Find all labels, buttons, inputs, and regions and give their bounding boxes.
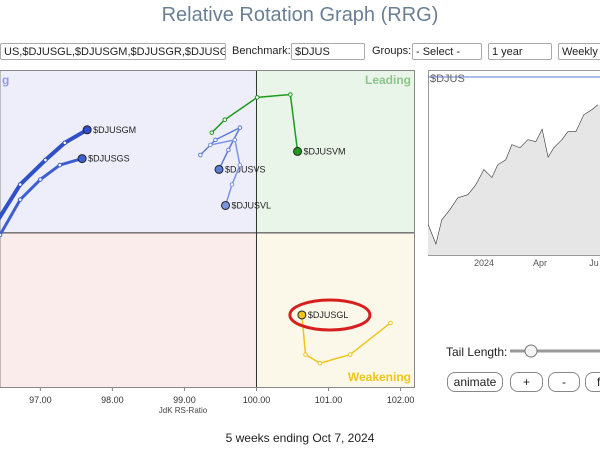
series-label: $DJUSGL [308,310,349,320]
tail-point [209,130,215,135]
mini-chart: $DJUS 2024 Apr Ju [428,70,600,268]
x-tick-label: 99.00 [173,395,196,405]
x-axis-label: JdK RS-Ratio [159,406,208,415]
tail-point [232,137,238,143]
tail-point [347,352,353,357]
x-tick-label: 101.00 [315,395,343,405]
frequency-select[interactable]: Weekly [558,43,600,60]
tail-point [226,147,231,153]
tail-point [229,182,235,187]
mini-x-label: 2024 [474,258,494,268]
quadrant-label: Weakening [348,370,411,384]
symbols-input[interactable]: US,$DJUSGL,$DJUSGM,$DJUSGR,$DJUSGS [0,43,226,60]
series-label: $DJUSVS [225,164,266,174]
groups-select[interactable]: - Select - [412,43,482,60]
footer: 5 weeks ending Oct 7, 2024 [225,431,375,445]
series-label: $DJUSGS [88,154,130,164]
series-label: $DJUSVL [232,200,272,210]
tail-point [43,157,48,163]
tail-head [77,154,87,164]
quadrant-lagging [0,70,257,233]
animate-button[interactable]: animate [447,372,503,392]
tail-point [0,232,3,238]
tail-point [197,152,203,158]
mini-x-label: Ju [589,258,599,268]
tail-point [57,162,63,168]
benchmark-input[interactable]: $DJUS [291,43,365,60]
plot-frame [0,70,415,388]
tail-point [237,162,243,168]
tail-head [214,164,224,174]
series-label: $DJUSGM [93,125,136,135]
mini-x-label: Apr [533,258,547,268]
tail-head [293,146,303,156]
highlight-circle [288,298,372,332]
x-tick-label: 102.00 [387,395,415,405]
x-tick-label: 97.00 [29,395,52,405]
tail-point [17,182,23,187]
tail-point [288,92,293,97]
quadrant-label: g [2,73,9,87]
tail-point [222,117,228,123]
benchmark-label: Benchmark: [232,45,291,57]
tail-point [38,177,43,182]
groups-label: Groups: [372,45,412,57]
x-tick-label: 98.00 [101,395,124,405]
tail-label: Tail Length: [446,345,508,359]
tail-slider[interactable] [510,344,600,358]
tail-point [237,125,243,130]
tail-point [17,197,23,202]
tail-point [303,352,308,357]
page-title: Relative Rotation Graph (RRG) [161,4,439,26]
x-tick-label: 100.00 [243,395,271,405]
tail-point [213,137,218,143]
series-label: $DJUSVM [304,146,346,156]
tail-point [317,360,323,366]
rrg-chart: g Leading Weakening 97.00 98.00 99.00 100.00 10… [0,70,415,415]
tail-head [221,200,231,210]
tail-point [62,140,68,146]
period-select[interactable]: 1 year [488,43,552,60]
more-button[interactable]: fi [585,372,600,392]
tail-point [208,142,213,148]
mini-label: $DJUS [430,73,465,85]
plus-button[interactable]: + [510,372,543,392]
minus-button[interactable]: - [548,372,580,392]
tail-point [388,320,393,326]
mini-price-area [428,105,600,255]
tail-head [297,310,307,320]
quadrant-weakening [256,232,415,387]
quadrant-improving [0,232,257,387]
quadrant-leading [256,70,415,233]
quadrant-label: Leading [365,73,411,87]
slider-handle[interactable] [524,344,538,358]
tail-head [82,125,92,135]
tail-point [254,95,260,100]
